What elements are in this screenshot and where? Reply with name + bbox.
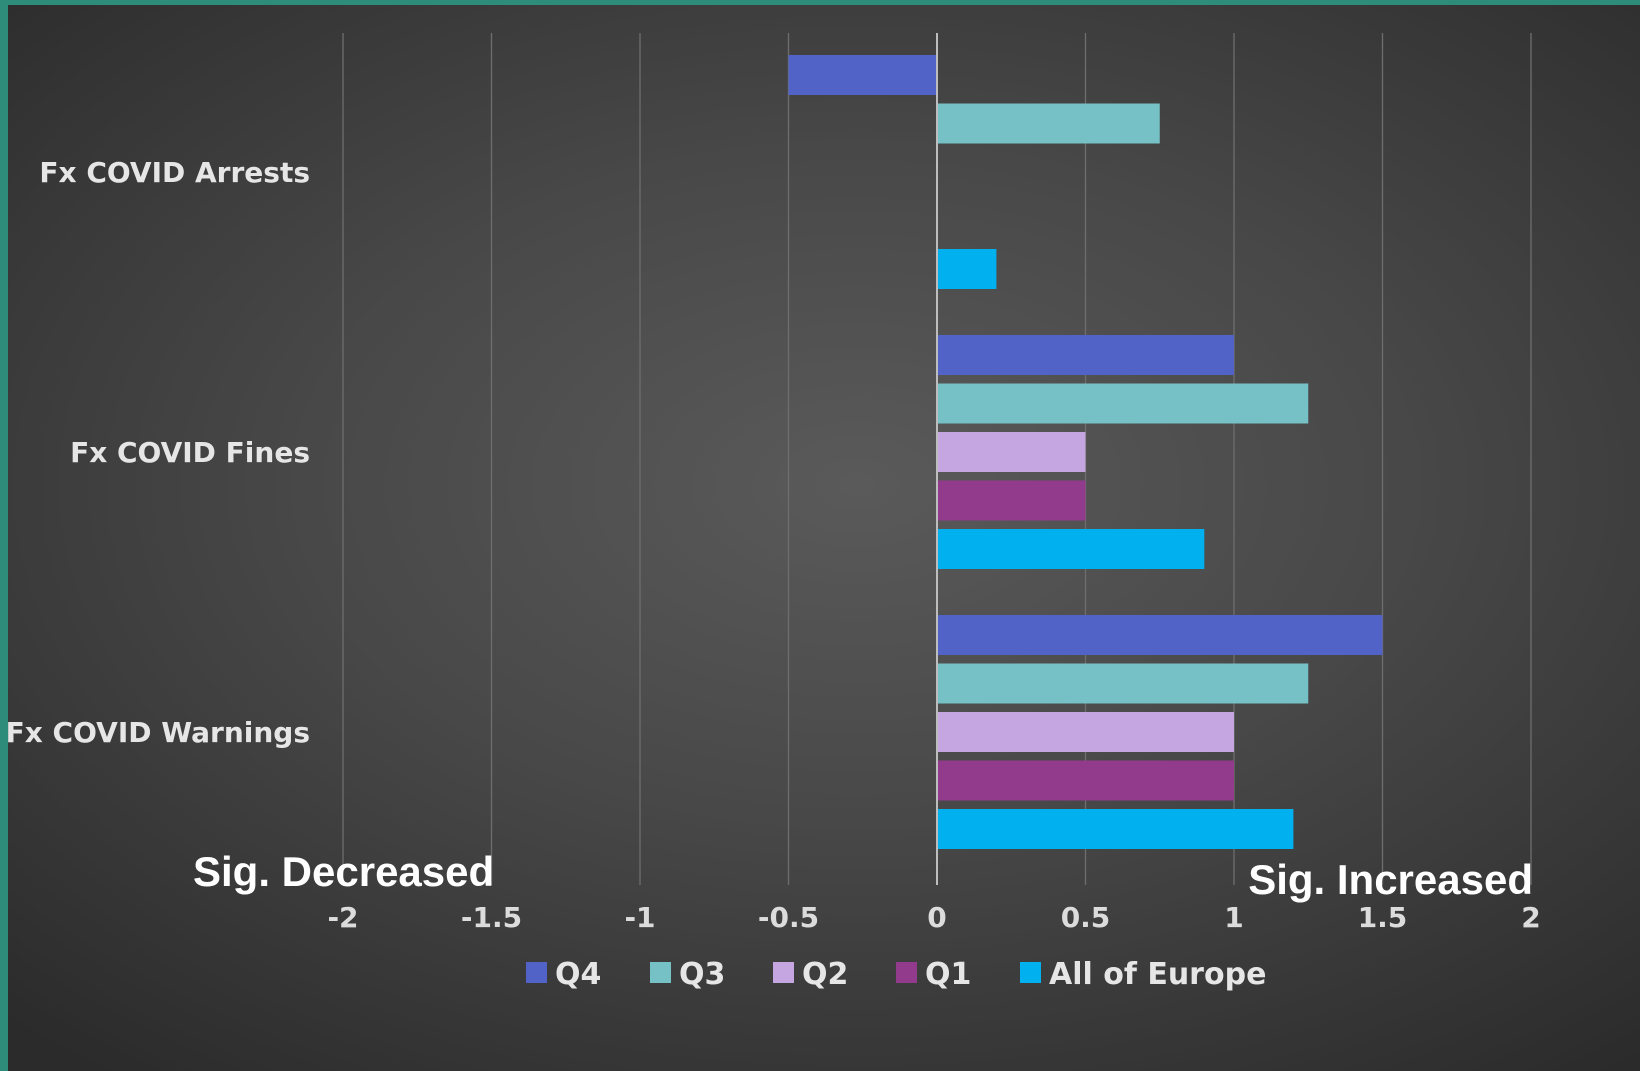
sig-decreased-label: Sig. Decreased <box>193 848 494 895</box>
legend-label: All of Europe <box>1049 957 1266 992</box>
bars <box>788 55 1383 849</box>
bar-q4 <box>937 615 1383 655</box>
bar-q4 <box>788 55 937 95</box>
bar-q4 <box>937 335 1234 375</box>
legend-swatch <box>1020 962 1041 983</box>
sig-increased-label: Sig. Increased <box>1248 856 1533 903</box>
bar-q2 <box>937 432 1086 472</box>
bar-q1 <box>937 760 1234 801</box>
x-tick-labels: -2 -1.5 -1 -0.5 0 0.5 1 1.5 2 <box>327 901 1540 934</box>
legend-swatch <box>773 962 794 983</box>
legend-swatch <box>896 962 917 983</box>
category-label: Fx COVID Arrests <box>39 156 310 189</box>
x-tick-label: 2 <box>1521 901 1540 934</box>
legend-swatch <box>526 962 547 983</box>
bar-chart: Fx COVID Arrests Fx COVID Fines Fx COVID W… <box>8 33 1541 992</box>
legend-label: Q3 <box>679 957 725 992</box>
bar-q1 <box>937 480 1086 521</box>
chart-panel: Fx COVID Arrests Fx COVID Fines Fx COVID W… <box>8 5 1640 1071</box>
category-labels: Fx COVID Arrests Fx COVID Fines Fx COVID W… <box>8 156 310 749</box>
x-tick-label: -2 <box>327 901 358 934</box>
legend-label: Q4 <box>555 957 601 992</box>
x-tick-label: 1.5 <box>1358 901 1408 934</box>
bar-q2 <box>937 712 1234 752</box>
legend-swatch <box>650 962 671 983</box>
bar-all-of-europe <box>937 809 1294 849</box>
x-tick-label: -1 <box>624 901 655 934</box>
bar-all-of-europe <box>937 529 1205 569</box>
x-tick-label: 1 <box>1224 901 1243 934</box>
bar-q3 <box>937 103 1160 144</box>
x-tick-label: -1.5 <box>461 901 522 934</box>
category-label: Fx COVID Warnings <box>8 716 310 749</box>
x-tick-label: 0 <box>927 901 946 934</box>
category-label: Fx COVID Fines <box>70 436 310 469</box>
bar-q3 <box>937 383 1309 424</box>
x-tick-label: 0.5 <box>1061 901 1111 934</box>
legend-label: Q1 <box>925 957 971 992</box>
legend: Q4 Q3 Q2 Q1 All of Europe <box>526 957 1266 992</box>
bar-q3 <box>937 663 1309 704</box>
x-tick-label: -0.5 <box>758 901 819 934</box>
legend-label: Q2 <box>802 957 848 992</box>
bar-all-of-europe <box>937 249 997 289</box>
